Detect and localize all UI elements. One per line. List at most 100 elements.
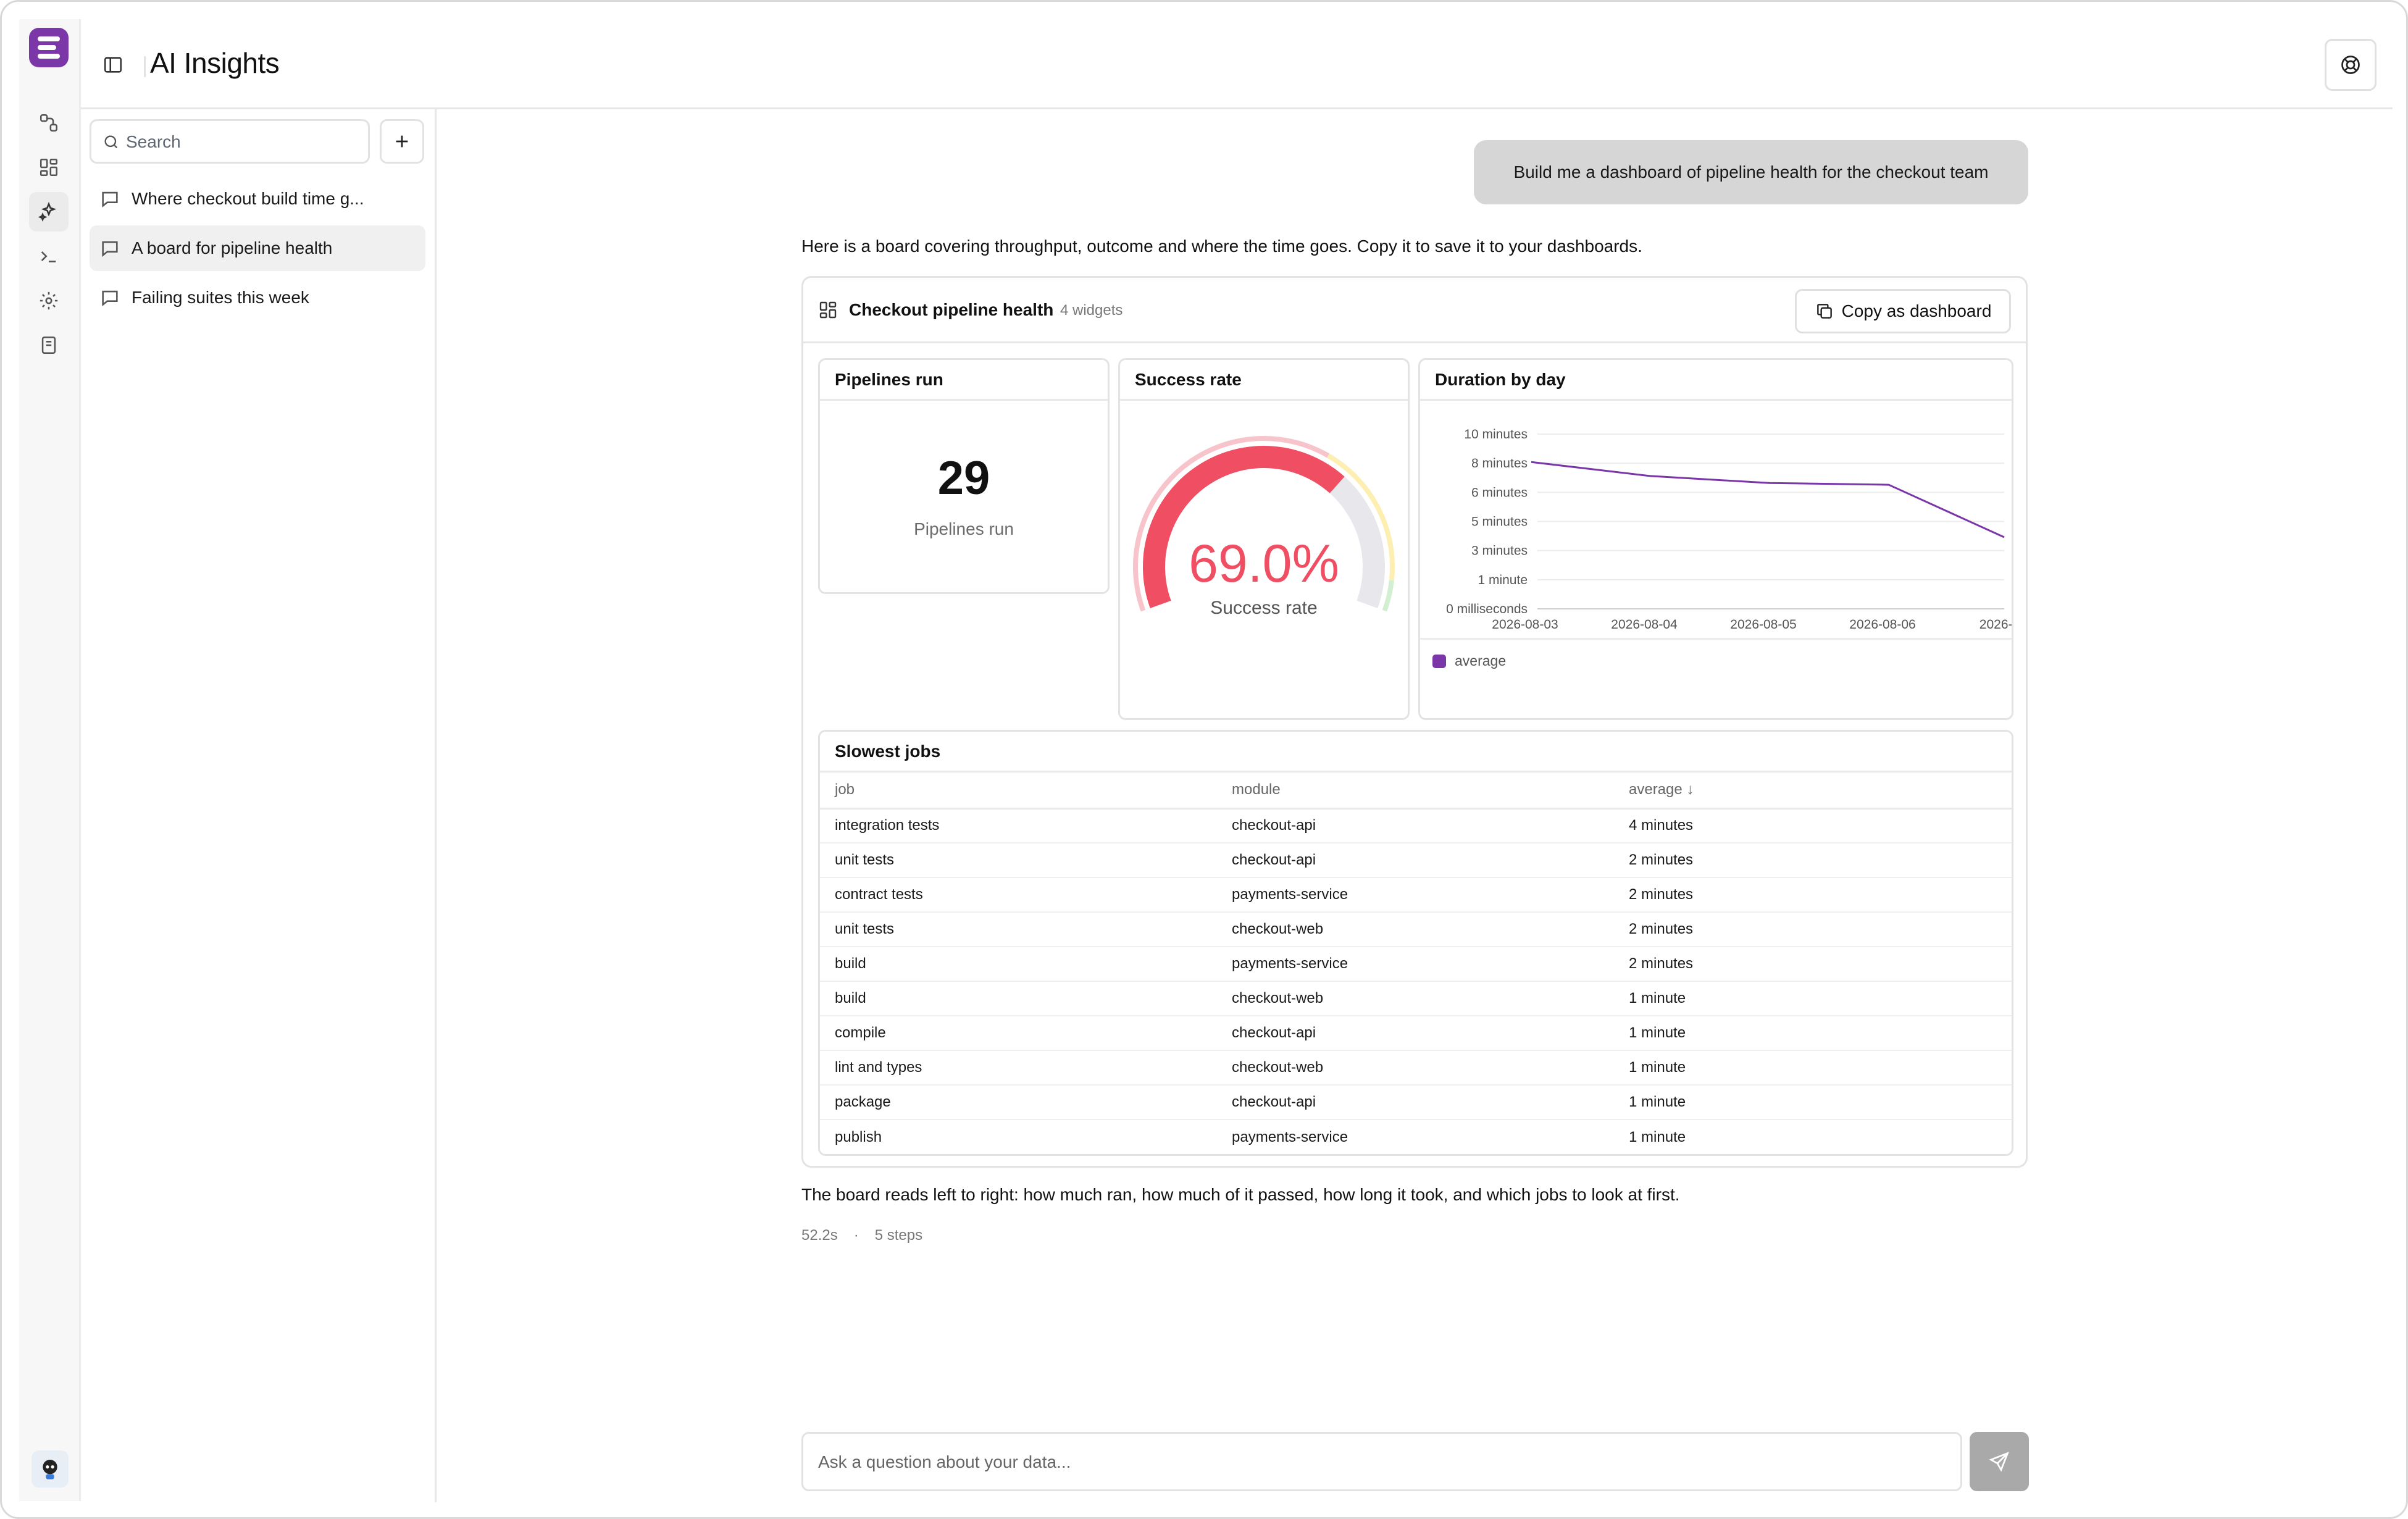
new-conversation-button[interactable]: [380, 119, 424, 164]
success-rate-gauge: 69.0% Success rate: [1133, 436, 1395, 618]
cell-module: checkout-web: [1217, 981, 1614, 1016]
settings-icon[interactable]: [29, 281, 69, 320]
widget-count: 4 widgets: [1060, 302, 1123, 319]
conversation-item-active[interactable]: A board for pipeline health: [90, 225, 425, 271]
pipelines-run-widget: Pipelines run 29 Pipelines run: [818, 358, 1110, 594]
page-title: AI Insights: [150, 47, 280, 79]
dashboard-board: Checkout pipeline health 4 widgets Copy …: [801, 276, 2028, 1168]
duration-line-chart: 10 minutes 8 minutes 6 minutes 5 minutes 3 m…: [1446, 427, 2012, 632]
chat-main: Build me a dashboard of pipeline health …: [438, 109, 2393, 1502]
cell-module: checkout-web: [1217, 1050, 1614, 1086]
cell-average: 1 minute: [1614, 1085, 2012, 1120]
table-row[interactable]: publish payments-service 1 minute: [820, 1119, 2012, 1154]
conversation-label: Where checkout build time g...: [132, 189, 364, 208]
x-tick-label: 2026-08-04: [1611, 617, 1678, 632]
duration-by-day-widget: Duration by day 10 minutes 8 minutes 6 min…: [1418, 358, 2013, 720]
notebook-icon[interactable]: [29, 325, 69, 365]
cell-average: 1 minute: [1629, 1128, 1686, 1145]
table-header-row: job module average ↓: [820, 772, 2012, 810]
cell-job: unit tests: [820, 912, 1217, 947]
cell-average: 1 minute: [1614, 1016, 2012, 1051]
lifebuoy-icon: [2341, 56, 2360, 74]
table-row[interactable]: unit tests checkout-api 2 minutes: [820, 843, 2012, 878]
question-input[interactable]: [818, 1447, 1942, 1477]
y-tick-label: 0 milliseconds: [1446, 602, 1528, 616]
cell-job: unit tests: [820, 843, 1217, 878]
y-tick-label: 8 minutes: [1471, 456, 1528, 471]
table-row[interactable]: build checkout-web 1 minute: [820, 981, 2012, 1016]
conversation-item[interactable]: Where checkout build time g...: [90, 176, 425, 222]
widget-title: Pipelines run: [820, 360, 1108, 401]
table-row[interactable]: build payments-service 2 minutes: [820, 947, 2012, 982]
series-line-average[interactable]: [1531, 461, 2005, 538]
workflow-icon[interactable]: [29, 103, 69, 143]
send-button[interactable]: [1970, 1432, 2029, 1491]
response-steps[interactable]: 5 steps: [874, 1227, 923, 1244]
user-avatar[interactable]: [31, 1450, 69, 1488]
cell-job: integration tests: [820, 808, 1217, 843]
widget-title: Slowest jobs: [820, 732, 2012, 772]
cell-average: 2 minutes: [1614, 947, 2012, 982]
user-message: Build me a dashboard of pipeline health …: [1474, 140, 2028, 204]
column-header-job[interactable]: job: [820, 772, 1217, 810]
pipelines-run-value: 29: [937, 452, 990, 504]
dashboard-icon[interactable]: [29, 148, 69, 187]
send-icon: [1989, 1452, 2009, 1472]
response-duration: 52.2s: [801, 1227, 838, 1244]
cell-average: 1 minute: [1614, 981, 2012, 1016]
chart-legend: average: [1432, 653, 1506, 669]
table-row[interactable]: lint and types checkout-web 1 minute: [820, 1050, 2012, 1086]
conversation-label: A board for pipeline health: [132, 238, 333, 257]
cell-average: 1 minute: [1614, 1050, 2012, 1086]
cell-job: publish: [835, 1128, 882, 1145]
copy-as-dashboard-button[interactable]: Copy as dashboard: [1795, 289, 2011, 333]
column-header-module[interactable]: module: [1217, 772, 1614, 810]
chat-composer: [801, 1432, 1962, 1491]
column-header-average[interactable]: average ↓: [1614, 772, 2012, 810]
pipelines-run-caption: Pipelines run: [914, 519, 1014, 538]
conversation-item[interactable]: Failing suites this week: [90, 275, 425, 320]
table-row[interactable]: compile checkout-api 1 minute: [820, 1016, 2012, 1051]
conversation-sidebar: Where checkout build time g... A board f…: [81, 109, 437, 1502]
cell-average: 4 minutes: [1614, 808, 2012, 843]
header-divider: [144, 56, 146, 77]
cell-job: build: [820, 947, 1217, 982]
y-tick-label: 1 minute: [1478, 573, 1528, 587]
board-title: Checkout pipeline health: [849, 300, 1054, 319]
y-tick-label: 6 minutes: [1471, 485, 1528, 500]
widget-title: Duration by day: [1420, 360, 2012, 401]
gauge-caption: Success rate: [1210, 598, 1317, 618]
search-input[interactable]: [126, 128, 361, 156]
gauge-zone-low: [1133, 436, 1329, 612]
y-tick-label: 5 minutes: [1471, 515, 1528, 529]
terminal-icon[interactable]: [29, 236, 69, 276]
meta-separator: ·: [853, 1227, 859, 1244]
table-row[interactable]: contract tests payments-service 2 minutes: [820, 877, 2012, 913]
sidebar-toggle-icon[interactable]: [93, 45, 133, 85]
table-row[interactable]: integration tests checkout-api 4 minutes: [820, 808, 2012, 843]
cell-average: 2 minutes: [1614, 912, 2012, 947]
cell-job: build: [820, 981, 1217, 1016]
board-header: Checkout pipeline health 4 widgets Copy …: [803, 278, 2026, 343]
chat-bubble-icon: [102, 241, 118, 257]
sparkles-icon[interactable]: [29, 192, 69, 232]
chat-bubble-icon: [102, 290, 118, 306]
dashboard-icon: [819, 301, 837, 319]
x-tick-label: 2026-08-05: [1730, 617, 1796, 632]
conversation-label: Failing suites this week: [132, 288, 309, 307]
slowest-jobs-table: job module average ↓ integration tests ch…: [820, 772, 2012, 1154]
x-tick-label: 2026-08-03: [1492, 617, 1558, 632]
gauge-zone-mid: [1326, 453, 1395, 581]
slowest-jobs-widget: Slowest jobs job module average ↓ integr…: [818, 730, 2013, 1156]
x-tick-label: 2026-08-06: [1849, 617, 1915, 632]
legend-divider: [1420, 638, 2012, 640]
table-row[interactable]: package checkout-api 1 minute: [820, 1085, 2012, 1120]
help-button[interactable]: [2325, 39, 2377, 91]
legend-label: average: [1455, 653, 1507, 669]
assistant-intro-text: Here is a board covering throughput, out…: [801, 236, 1642, 256]
assistant-outro-text: The board reads left to right: how much …: [801, 1185, 1680, 1204]
table-row[interactable]: unit tests checkout-web 2 minutes: [820, 912, 2012, 947]
app-logo-icon[interactable]: [29, 28, 69, 67]
response-meta: 52.2s · 5 steps: [801, 1227, 922, 1244]
gauge-zone-high: [1382, 580, 1394, 612]
